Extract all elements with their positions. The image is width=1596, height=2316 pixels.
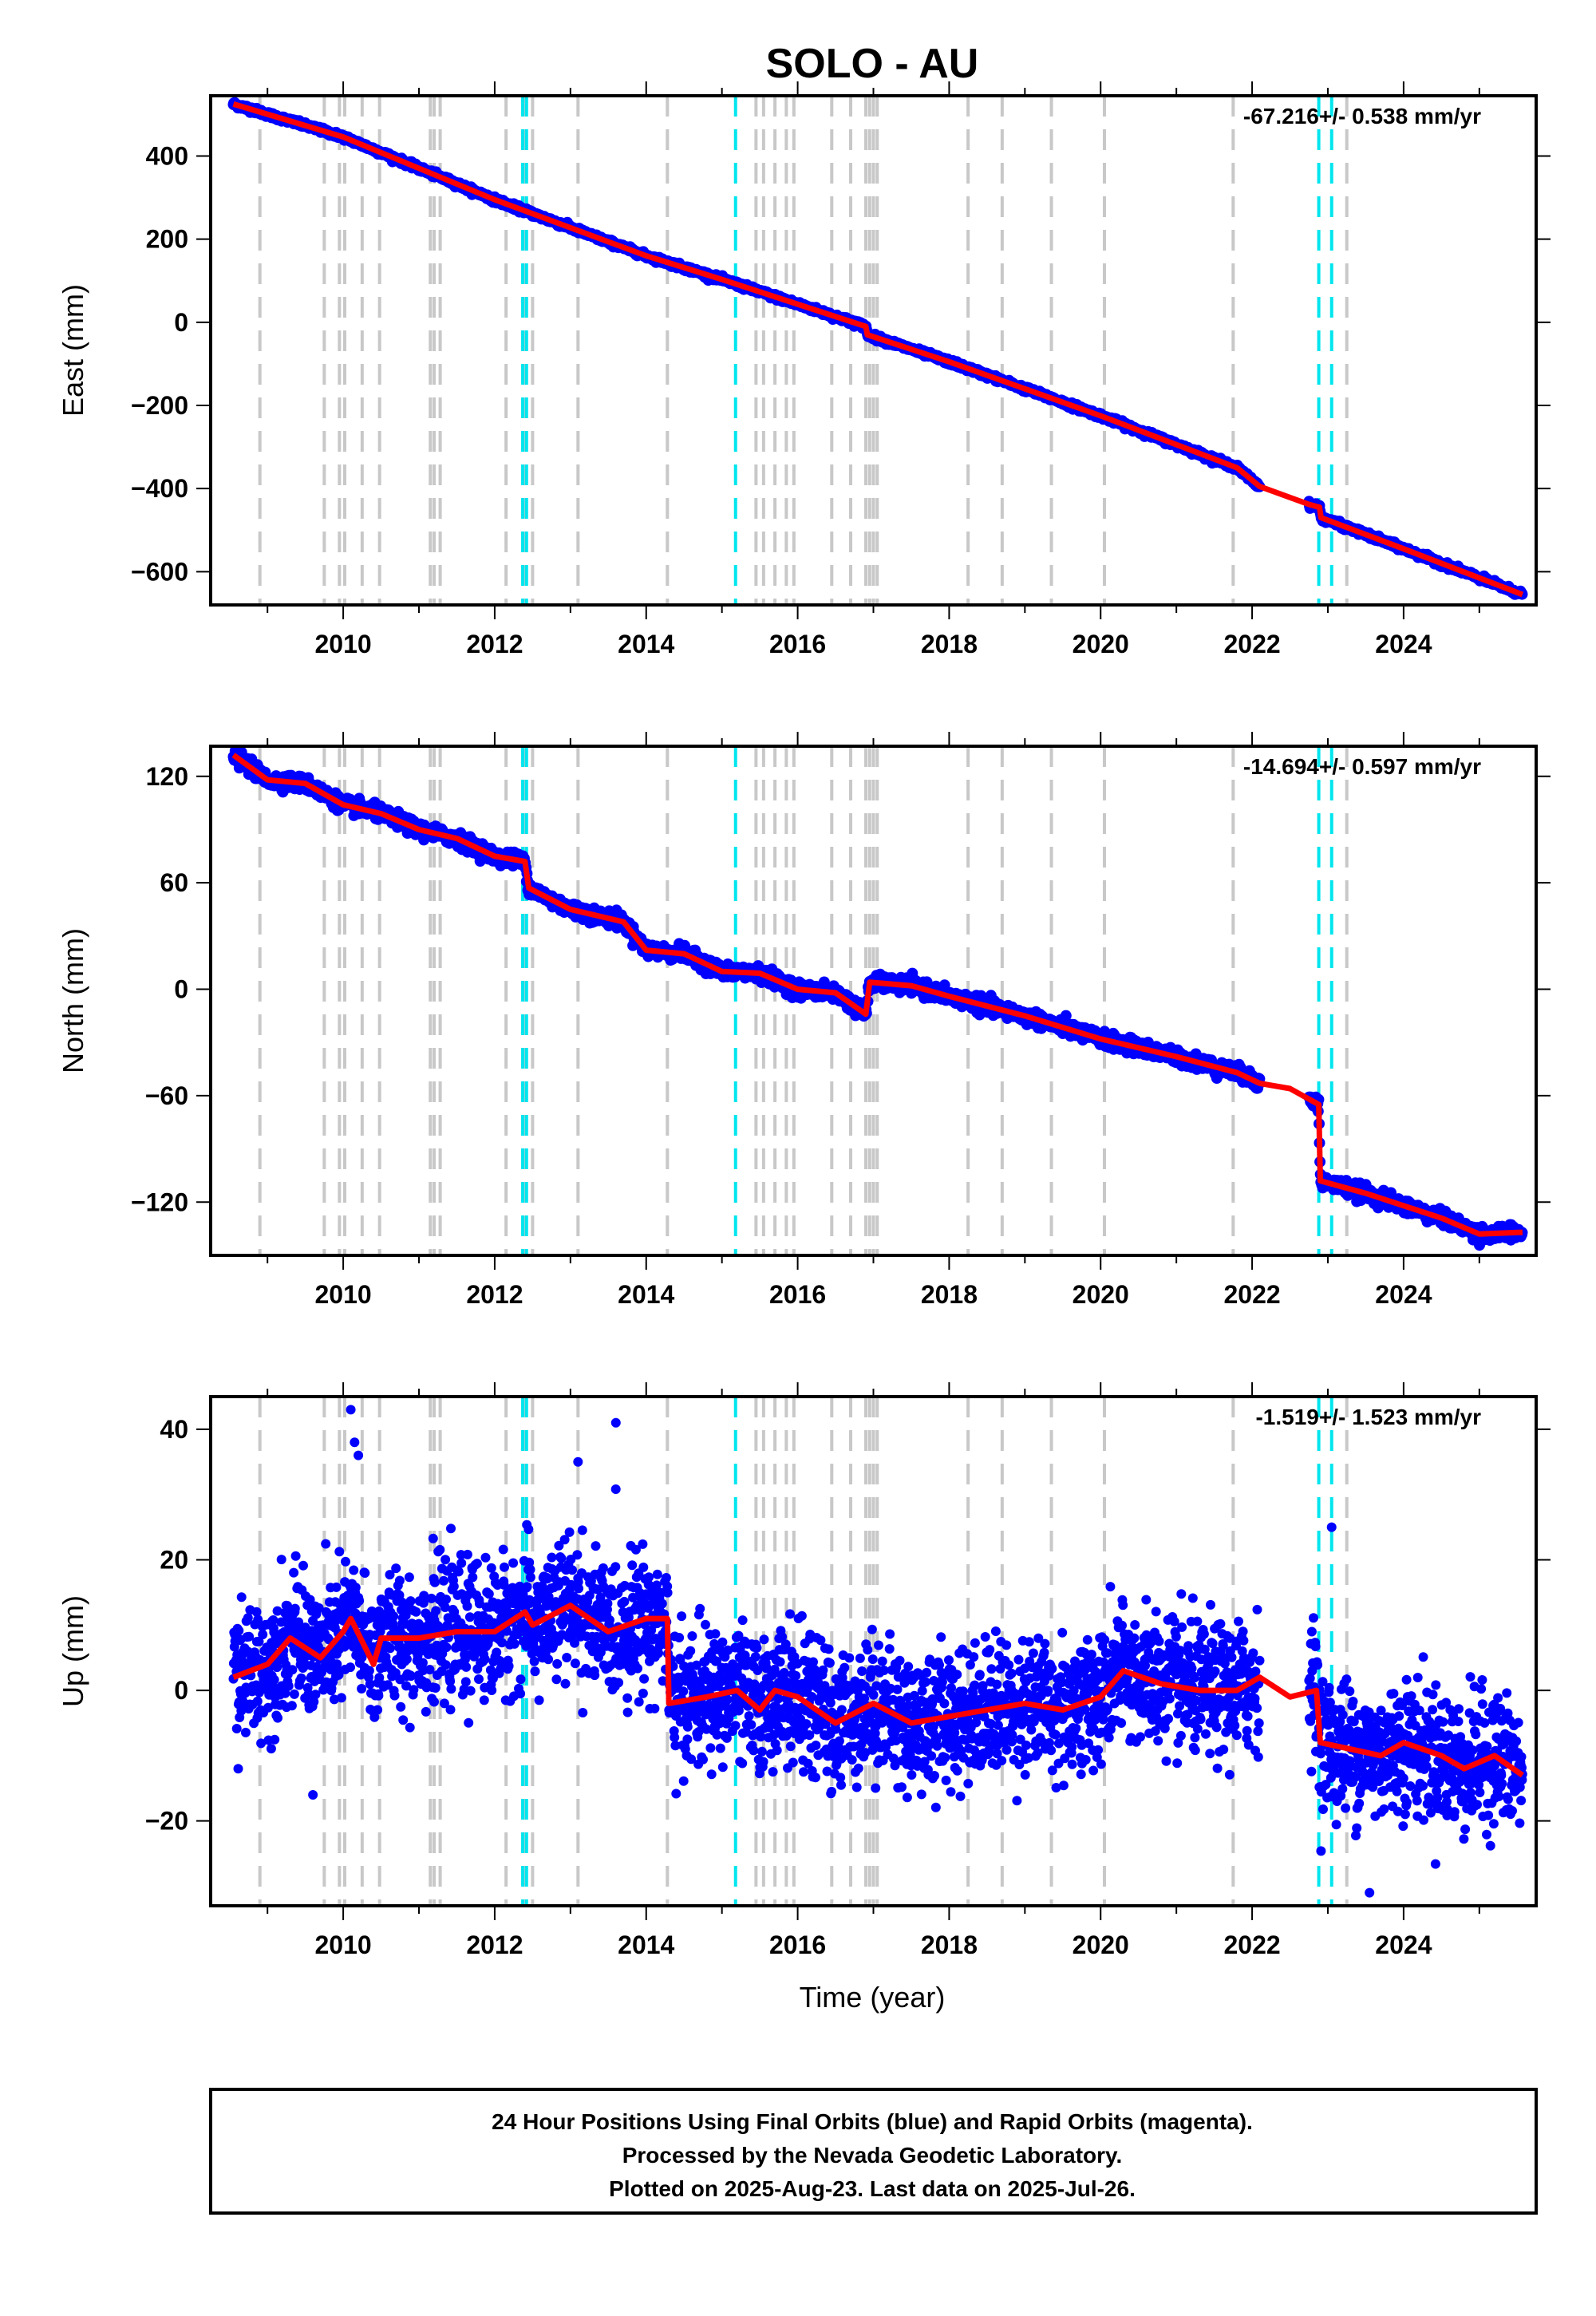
x-tick-label: 2016 [769, 630, 826, 658]
y-tick-label: 200 [146, 225, 188, 254]
y-tick-label: 0 [174, 308, 188, 337]
panel-east: 2010 2012 2014 2016 2018 2020 2022 2024 400 200 0 −… [57, 81, 1551, 658]
x-tick-label: 2012 [466, 630, 523, 658]
y-tick-label: −200 [131, 391, 188, 420]
velocity-rate-label: -67.216+/- 0.538 mm/yr [1243, 104, 1481, 128]
x-tick-label: 2020 [1073, 630, 1129, 658]
data-point [1060, 1010, 1072, 1022]
y-tick-label: 400 [146, 142, 188, 171]
plot-area [227, 96, 1528, 605]
y-axis-label: East (mm) [57, 284, 89, 417]
x-tick-label: 2024 [1375, 630, 1432, 658]
plot-area [227, 746, 1528, 1255]
model-fit-line [232, 101, 1524, 598]
y-tick-label: −600 [131, 557, 188, 586]
panels: 2010 2012 2014 2016 2018 2020 2022 2024 400 200 0 −… [57, 81, 1551, 1959]
x-tick-label: 2014 [618, 630, 674, 658]
x-tick-label: 2022 [1223, 630, 1280, 658]
y-tick-label: −400 [131, 474, 188, 503]
panel-north: 2010 2012 2014 2016 2018 2020 2022 2024120600−6… [57, 732, 1551, 1309]
chart-title: SOLO - AU [766, 41, 979, 87]
x-tick-label: 2018 [921, 630, 978, 658]
x-tick-label: 2010 [315, 630, 372, 658]
